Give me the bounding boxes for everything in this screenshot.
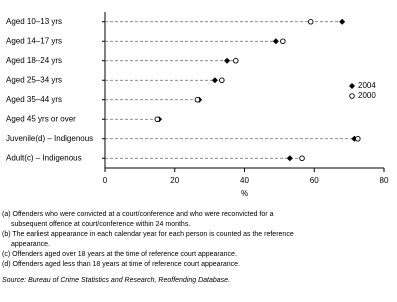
footnote: (d) Offenders aged less than 18 years at… <box>2 261 240 268</box>
x-tick-label: 60 <box>310 176 319 185</box>
dot-2004 <box>211 77 218 84</box>
y-tick-label: Aged 45 yrs or over <box>6 114 76 123</box>
y-tick-label: Aged 25–34 yrs <box>6 75 62 84</box>
footnote: (a) Offenders who were convicted at a co… <box>2 211 274 218</box>
y-tick-label: Adult(c) – Indigenous <box>6 153 82 162</box>
legend-marker <box>349 83 355 89</box>
y-tick-label: Aged 35–44 yrs <box>6 95 62 104</box>
y-tick-label: Juvenile(d) – Indigenous <box>6 134 93 143</box>
dot-2004 <box>286 155 293 162</box>
dot-2004 <box>224 57 231 64</box>
dot-2000 <box>194 96 201 103</box>
dot-2000 <box>308 19 314 25</box>
dot-2000 <box>299 155 305 161</box>
footnote: appearance. <box>11 241 50 248</box>
source: Source: Bureau of Crime Statistics and R… <box>2 277 230 284</box>
x-tick-label: 80 <box>380 176 389 185</box>
x-axis-label: % <box>241 189 248 198</box>
footnote: subsequent offence at court/conference w… <box>11 221 190 228</box>
y-tick-label: Aged 10–13 yrs <box>6 17 62 26</box>
footnote: (c) Offenders aged over 18 years at the … <box>2 251 237 258</box>
x-tick-label: 20 <box>170 176 179 185</box>
dot-2000 <box>280 38 286 45</box>
x-tick-label: 0 <box>103 176 108 185</box>
footnote: (b) The earliest appearance in each cale… <box>2 231 294 238</box>
dot-2000 <box>154 116 161 122</box>
legend-marker <box>349 93 355 99</box>
dot-2004 <box>339 18 346 25</box>
legend-label: 2000 <box>358 91 376 100</box>
dot-2000 <box>233 58 239 64</box>
dot-2000 <box>355 135 361 142</box>
x-tick-label: 40 <box>240 176 249 185</box>
legend-label: 2004 <box>358 81 376 90</box>
dot-2004 <box>272 38 279 45</box>
y-tick-label: Aged 14–17 yrs <box>6 36 62 45</box>
dot-2000 <box>219 77 225 83</box>
y-tick-label: Aged 18–24 yrs <box>6 56 62 65</box>
